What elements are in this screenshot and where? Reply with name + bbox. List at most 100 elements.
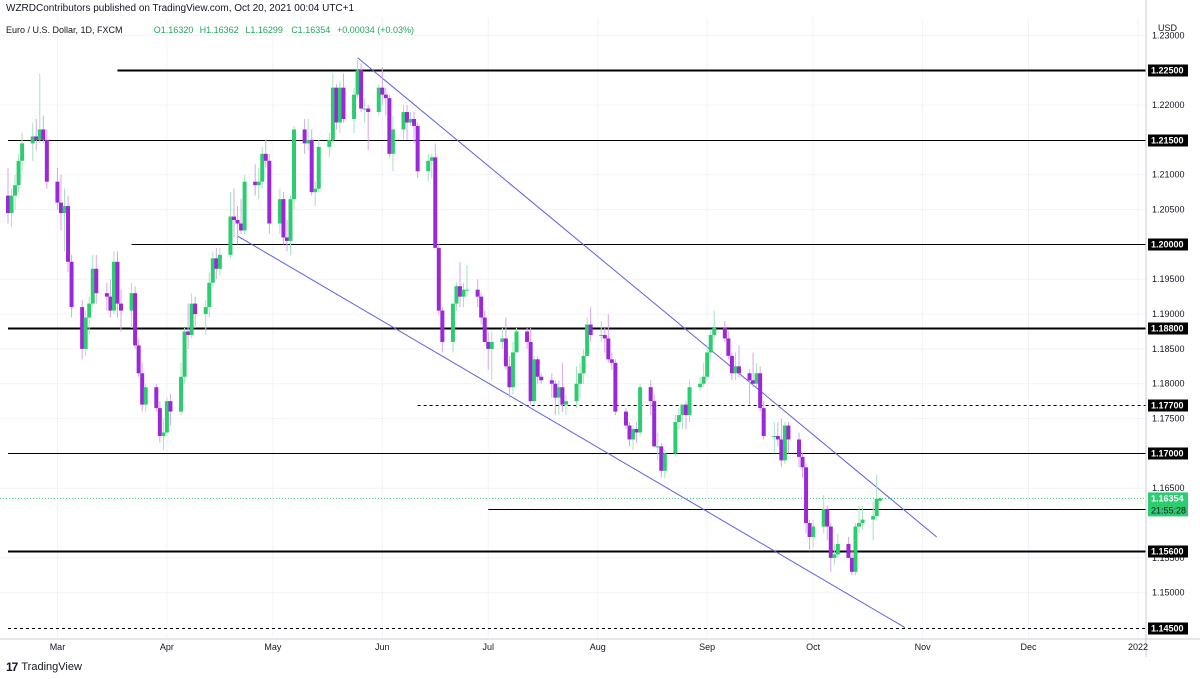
candle-down bbox=[747, 373, 752, 381]
price-tick-label: 1.16500 bbox=[1152, 483, 1185, 493]
candles bbox=[6, 59, 883, 576]
candle-up bbox=[161, 432, 166, 436]
candle-down bbox=[486, 341, 491, 349]
candle-down bbox=[722, 328, 727, 339]
candle-up bbox=[207, 282, 212, 308]
candle-up bbox=[772, 435, 777, 437]
candle-down bbox=[94, 268, 99, 294]
candle-up bbox=[754, 373, 759, 384]
candle-up bbox=[556, 387, 561, 398]
candle-up bbox=[676, 415, 681, 423]
candle-up bbox=[698, 383, 703, 388]
candle-up bbox=[860, 519, 865, 524]
candle-up bbox=[390, 129, 395, 154]
candle-up bbox=[532, 359, 537, 402]
candle-up bbox=[638, 387, 643, 433]
price-axis[interactable]: 1.15000 1.15500 1.16500 1.17500 1.18000 1.185… bbox=[1145, 0, 1188, 657]
candle-down bbox=[652, 401, 657, 447]
candle-down bbox=[458, 286, 462, 297]
brand-name: TradingView bbox=[21, 661, 82, 673]
time-tick-label: Aug bbox=[590, 642, 606, 652]
price-tick-label: 1.18000 bbox=[1152, 379, 1185, 389]
candle-down bbox=[659, 446, 664, 471]
candle-down bbox=[412, 119, 417, 126]
candle-down bbox=[115, 261, 120, 304]
candle-down bbox=[758, 373, 763, 409]
candle-down bbox=[405, 112, 410, 123]
candle-down bbox=[602, 334, 607, 339]
time-tick-label: Mar bbox=[50, 642, 66, 652]
candle-up bbox=[189, 303, 194, 335]
time-tick-label: Sep bbox=[699, 642, 715, 652]
candle-down bbox=[825, 509, 830, 527]
candle-up bbox=[599, 334, 604, 336]
candle-up bbox=[655, 446, 660, 448]
candle-down bbox=[609, 359, 614, 363]
candle-up bbox=[217, 254, 222, 269]
candle-up bbox=[500, 338, 505, 342]
time-axis[interactable]: Mar Apr May Jun Jul Aug Sep Oct Nov Dec 2022 bbox=[0, 638, 1200, 652]
candle-up bbox=[203, 307, 208, 315]
candle-down bbox=[154, 387, 159, 409]
candle-up bbox=[450, 303, 455, 342]
candle-up bbox=[835, 543, 840, 555]
candle-down bbox=[726, 338, 731, 356]
price-tick-label: 1.15000 bbox=[1152, 588, 1185, 598]
candle-down bbox=[606, 338, 611, 360]
candle-down bbox=[302, 129, 307, 144]
candle-up bbox=[337, 87, 342, 123]
candle-up bbox=[712, 328, 717, 335]
published-text: WZRDContributors published on TradingVie… bbox=[6, 3, 355, 14]
candle-up bbox=[585, 324, 590, 356]
candle-up bbox=[465, 289, 470, 291]
candle-down bbox=[786, 425, 791, 440]
candle-down bbox=[186, 331, 191, 335]
candle-down bbox=[341, 87, 346, 120]
candle-up bbox=[510, 352, 515, 388]
candle-down bbox=[334, 87, 339, 123]
candle-down bbox=[214, 258, 219, 269]
price-level-tag-text: 1.14500 bbox=[1151, 624, 1184, 634]
candle-down bbox=[433, 157, 438, 248]
candle-up bbox=[429, 157, 434, 161]
candle-up bbox=[581, 355, 586, 374]
candle-down bbox=[797, 439, 801, 457]
candle-up bbox=[242, 181, 247, 231]
candle-down bbox=[415, 125, 420, 172]
legend-symbol: Euro / U.S. Dollar, 1D, FXCM bbox=[6, 25, 123, 35]
candle-down bbox=[66, 206, 71, 262]
candle-up bbox=[277, 199, 282, 224]
candle-up bbox=[143, 387, 148, 405]
candle-up bbox=[90, 268, 95, 304]
price-level-tag bbox=[1148, 447, 1188, 460]
candle-up bbox=[62, 206, 67, 214]
price-tick-label: 1.23000 bbox=[1152, 30, 1185, 40]
candle-down bbox=[751, 380, 756, 384]
candle-down bbox=[69, 261, 74, 308]
candle-down bbox=[807, 523, 812, 537]
time-tick-label: Oct bbox=[806, 642, 821, 652]
price-level-tag-text: 1.20000 bbox=[1151, 240, 1184, 250]
candle-up bbox=[426, 160, 431, 172]
candle-up bbox=[9, 195, 14, 214]
candle-up bbox=[857, 523, 862, 527]
candle-up bbox=[578, 373, 583, 384]
candle-up bbox=[782, 425, 787, 461]
candle-down bbox=[34, 136, 39, 140]
candle-down bbox=[549, 380, 554, 384]
candle-up bbox=[83, 317, 88, 349]
candle-down bbox=[729, 355, 734, 374]
candle-down bbox=[761, 408, 766, 436]
price-level-tag bbox=[1148, 545, 1188, 558]
time-tick-label: Dec bbox=[1021, 642, 1038, 652]
candle-down bbox=[168, 401, 173, 412]
candle-up bbox=[129, 293, 134, 311]
candle-down bbox=[507, 366, 512, 388]
trendline-channel-upper bbox=[357, 57, 938, 538]
candle-up bbox=[327, 139, 332, 147]
candle-down bbox=[846, 543, 851, 558]
price-level-tag bbox=[1148, 322, 1188, 335]
candle-down bbox=[828, 526, 833, 558]
candle-up bbox=[111, 261, 116, 311]
